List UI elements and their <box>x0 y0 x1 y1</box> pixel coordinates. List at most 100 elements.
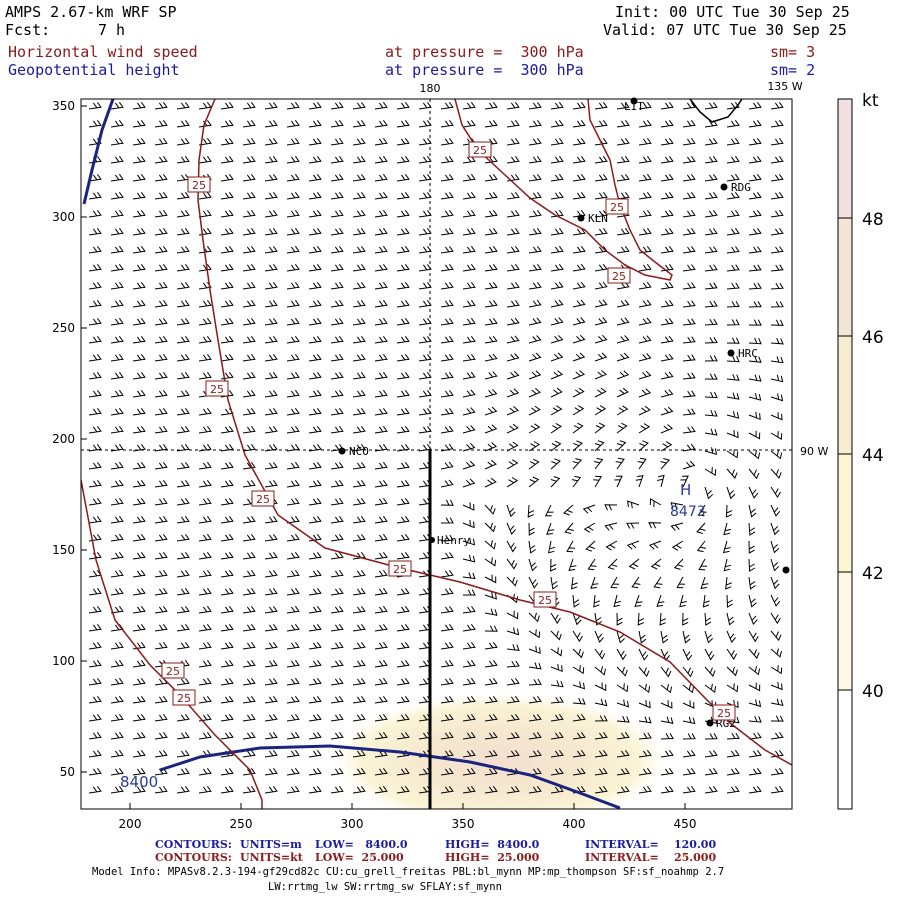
wind-barb <box>242 336 256 344</box>
wind-barb <box>462 389 476 398</box>
wind-barb <box>374 156 388 164</box>
wind-barb <box>352 498 366 506</box>
wind-barb <box>660 210 674 218</box>
wind-barb <box>604 504 618 511</box>
wind-barb <box>396 354 410 362</box>
wind-barb <box>616 246 630 254</box>
wind-barb <box>594 440 605 452</box>
wind-barb <box>330 534 344 542</box>
wind-barb <box>242 210 256 218</box>
wind-barb <box>220 318 234 326</box>
wind-barb <box>550 352 564 362</box>
wind-barb <box>308 336 322 344</box>
wind-barb <box>264 156 278 164</box>
wind-barb <box>220 588 234 596</box>
wind-barb <box>660 786 674 794</box>
wind-barb <box>242 642 256 650</box>
wind-barb <box>440 425 454 434</box>
wind-barb <box>572 138 586 146</box>
x-tick-label: 200 <box>119 817 142 831</box>
wind-barb <box>176 354 190 362</box>
wind-barb <box>484 300 498 308</box>
wind-barb <box>704 138 718 146</box>
wind-barb <box>506 282 520 290</box>
wind-barb <box>682 716 696 725</box>
wind-barb <box>638 138 652 146</box>
model-title: AMPS 2.67-km WRF SP <box>5 3 177 21</box>
wind-barb <box>462 642 476 650</box>
wind-barb <box>682 390 696 398</box>
wind-barb <box>704 786 718 794</box>
contours2-high: HIGH= 25.000 <box>445 851 540 864</box>
wind-barb <box>682 318 696 326</box>
wind-barb <box>176 462 190 470</box>
y-tick-label: 150 <box>52 543 75 557</box>
wind-barb <box>726 732 740 740</box>
wind-barb <box>132 264 146 272</box>
wind-barb <box>440 588 454 596</box>
wind-barb <box>242 372 256 380</box>
wind-barb <box>506 627 520 636</box>
wind-barb <box>286 138 300 146</box>
wind-barb <box>527 504 535 518</box>
wind-barb <box>594 228 608 236</box>
wind-barb <box>264 426 278 434</box>
wind-barb <box>198 606 212 614</box>
wind-barb <box>154 300 168 308</box>
wind-barb <box>110 498 124 506</box>
contour-label: 25 <box>388 560 412 577</box>
wind-barb <box>682 443 696 452</box>
wind-barb <box>396 210 410 218</box>
wind-barb <box>352 390 366 398</box>
wind-barb <box>704 373 718 380</box>
wind-barb <box>638 335 652 344</box>
wind-barb <box>610 576 620 589</box>
wind-barb <box>110 786 124 794</box>
wind-barb <box>594 120 608 128</box>
wind-barb <box>682 426 696 434</box>
wind-barb <box>286 246 300 254</box>
wind-barb <box>638 630 647 644</box>
wind-barb <box>462 460 476 470</box>
forecast-hour: 7 h <box>98 21 126 39</box>
wind-barb <box>352 732 366 740</box>
wind-barb <box>484 442 498 452</box>
wind-barb <box>550 317 564 326</box>
wind-barb <box>198 138 212 146</box>
wind-barb <box>264 714 278 722</box>
wind-barb <box>88 642 102 650</box>
wind-barb <box>638 174 652 182</box>
wind-barb <box>198 318 212 326</box>
wind-barb <box>154 246 168 254</box>
wind-barb <box>396 642 410 650</box>
wind-barb <box>704 486 714 500</box>
wind-barb <box>374 300 388 308</box>
wind-barb <box>154 480 168 488</box>
wind-barb <box>374 498 388 506</box>
wind-barb <box>704 750 718 758</box>
wind-barb <box>176 588 190 596</box>
meridian-135w-label: 135 W <box>767 80 802 93</box>
wind-barb <box>396 192 410 200</box>
wind-barb <box>704 300 718 308</box>
wind-barb <box>242 534 256 542</box>
wind-barb <box>726 319 740 326</box>
wind-barb <box>440 499 454 506</box>
wind-barb <box>770 468 782 479</box>
colorbar-swatch <box>838 218 852 336</box>
station-label: LIT <box>624 100 644 113</box>
wind-barb <box>242 228 256 236</box>
svg-text:25: 25 <box>610 201 624 214</box>
wind-barb <box>110 300 124 308</box>
wind-barb <box>484 786 498 794</box>
wind-barb <box>748 576 756 590</box>
wind-barb <box>550 732 564 740</box>
wind-barb <box>649 498 662 508</box>
wind-barb <box>374 408 388 416</box>
wind-barb <box>154 192 168 200</box>
wind-barb <box>528 120 542 128</box>
wind-barb <box>286 210 300 218</box>
wind-barb <box>220 426 234 434</box>
wind-barb <box>616 299 630 308</box>
wind-barb <box>550 156 564 164</box>
